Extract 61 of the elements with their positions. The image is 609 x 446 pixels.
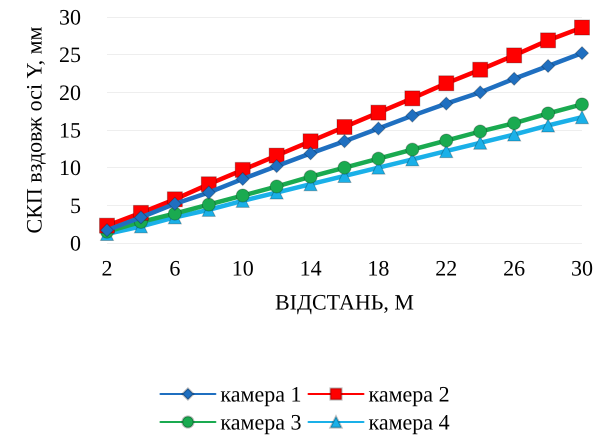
- legend-label: камера 4: [368, 410, 450, 434]
- legend-label: камера 1: [220, 382, 302, 406]
- y-tick-label: 25: [59, 42, 81, 68]
- legend-label: камера 2: [368, 382, 450, 406]
- x-axis-title: ВІДСТАНЬ, М: [275, 290, 414, 314]
- point: [574, 20, 590, 36]
- point: [541, 58, 556, 73]
- point: [302, 133, 319, 150]
- point: [506, 47, 522, 64]
- x-tick-label: 18: [367, 256, 390, 280]
- y-axis-title: СКП вздовж осі Y, мм: [22, 26, 46, 234]
- x-tick-label: 2: [102, 256, 112, 280]
- x-tick-label: 30: [571, 256, 593, 280]
- point: [473, 136, 488, 150]
- point: [338, 134, 352, 148]
- point: [472, 62, 488, 78]
- point: [541, 118, 556, 132]
- point: [405, 108, 420, 123]
- point: [439, 96, 454, 111]
- point: [270, 159, 284, 174]
- y-tick-label: 15: [59, 118, 81, 142]
- point: [338, 160, 352, 175]
- point: [202, 198, 216, 212]
- legend-label: камера 3: [220, 410, 302, 434]
- point: [304, 170, 318, 184]
- point: [270, 180, 284, 194]
- point: [439, 134, 454, 148]
- point: [371, 121, 386, 136]
- y-tick-label: 30: [59, 4, 81, 30]
- point: [304, 146, 318, 160]
- x-tick-label: 26: [503, 256, 526, 280]
- point: [507, 128, 522, 142]
- point: [507, 72, 522, 86]
- point: [575, 97, 589, 112]
- x-tick-label: 22: [435, 256, 458, 280]
- y-tick-label: 20: [59, 80, 81, 105]
- point: [473, 85, 488, 100]
- point: [236, 188, 250, 203]
- point: [575, 46, 589, 60]
- y-tick-label: 0: [70, 230, 81, 256]
- point: [236, 172, 250, 186]
- y-tick-label: 10: [59, 155, 81, 180]
- x-tick-label: 10: [232, 256, 254, 280]
- point: [507, 116, 522, 130]
- point: [404, 90, 420, 106]
- point: [268, 148, 285, 164]
- point: [168, 196, 182, 211]
- point: [540, 32, 556, 48]
- point: [336, 118, 352, 135]
- x-tick-label: 14: [300, 256, 322, 280]
- point: [473, 124, 488, 139]
- point: [405, 142, 420, 157]
- point: [370, 104, 386, 121]
- point: [202, 186, 216, 200]
- point: [575, 110, 589, 124]
- x-tick-label: 6: [169, 256, 180, 280]
- point: [438, 75, 454, 92]
- y-tick-label: 5: [70, 192, 81, 218]
- point: [371, 152, 386, 166]
- point: [134, 210, 148, 224]
- point: [541, 106, 556, 120]
